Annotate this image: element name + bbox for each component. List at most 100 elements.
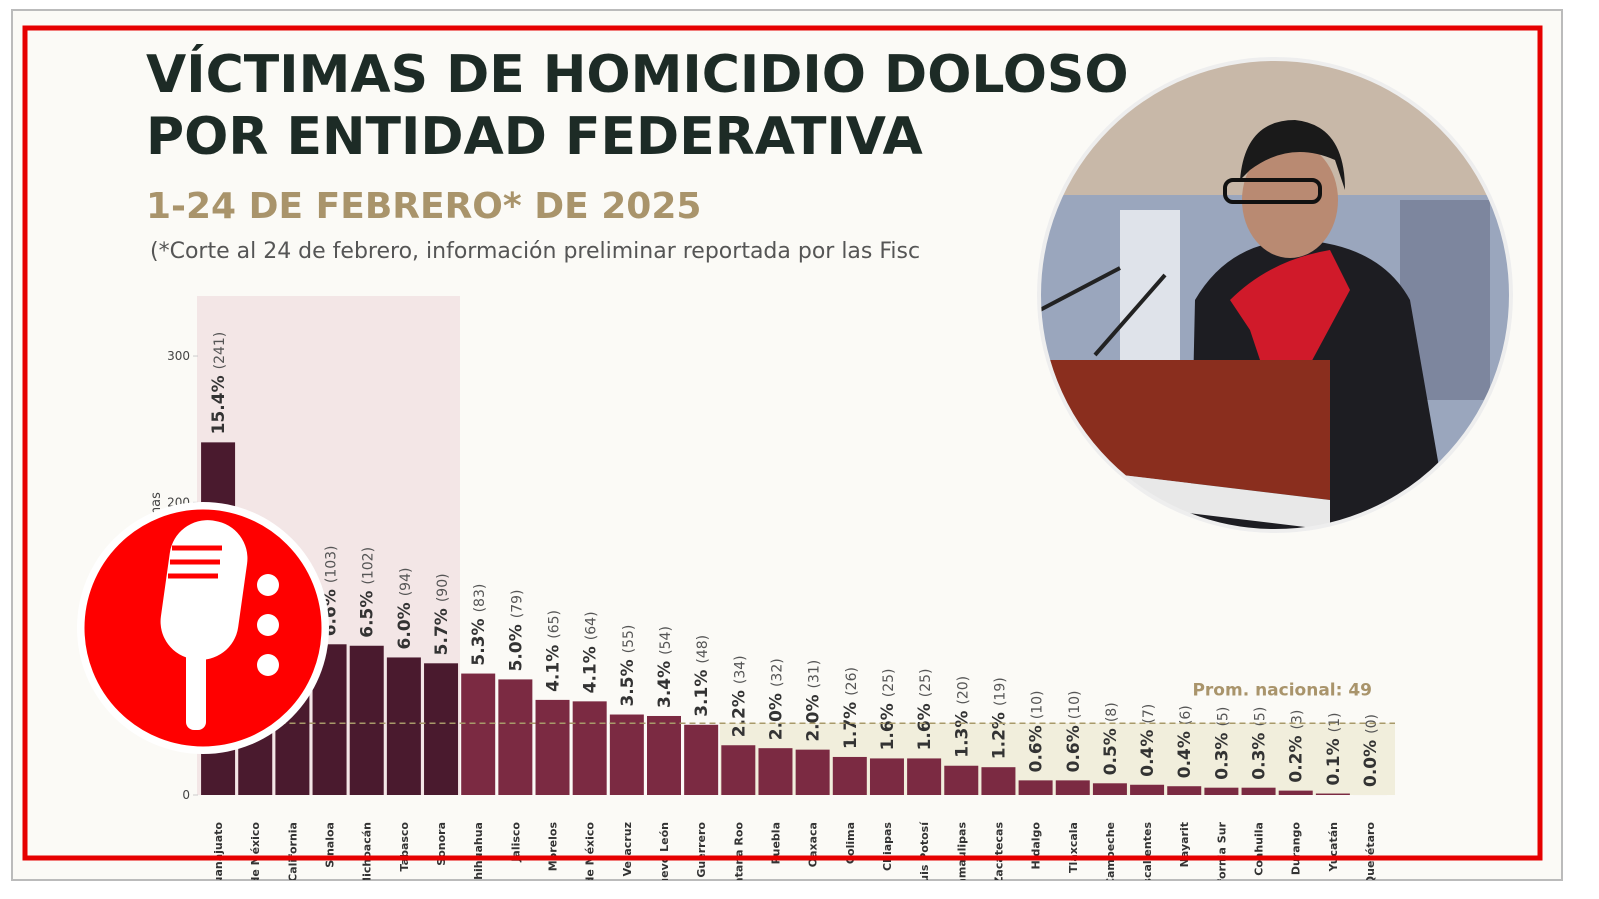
value-label: (103)	[324, 545, 340, 583]
x-tick-label: Sonora	[435, 822, 448, 866]
x-tick-label: Michoacán	[361, 822, 374, 888]
value-label: (31)	[807, 660, 823, 689]
value-label: (83)	[472, 584, 488, 613]
share-label: 1.6%	[915, 703, 935, 750]
x-tick-label: Sinaloa	[324, 822, 337, 868]
x-tick-label: Nayarit	[1178, 822, 1191, 867]
value-label: (10)	[1067, 690, 1083, 719]
average-label: Prom. nacional: 49	[1192, 680, 1372, 700]
x-tick-label: Chihuahua	[472, 822, 485, 888]
value-label: (55)	[621, 625, 637, 654]
x-tick-label: Chiapas	[881, 822, 894, 871]
value-label: (25)	[881, 669, 897, 698]
y-tick-label: 300	[167, 349, 190, 363]
x-tick-label: Campeche	[1104, 822, 1117, 886]
bar	[758, 748, 793, 795]
share-label: 6.0%	[395, 602, 415, 649]
frame	[22, 25, 1543, 861]
share-label: 2.0%	[766, 693, 786, 740]
value-label: (34)	[732, 655, 748, 684]
x-tick-label: Morelos	[547, 822, 560, 872]
title: VÍCTIMAS DE HOMICIDIO DOLOSO	[146, 44, 1129, 105]
note: (*Corte al 24 de febrero, información pr…	[150, 239, 920, 264]
x-tick-label: Tlaxcala	[1067, 822, 1080, 873]
value-label: (94)	[398, 568, 414, 597]
value-label: (102)	[361, 547, 377, 585]
share-label: 3.5%	[618, 659, 638, 706]
bar	[869, 758, 904, 795]
title: POR ENTIDAD FEDERATIVA	[146, 107, 923, 167]
bar	[981, 767, 1016, 795]
value-label: (6)	[1178, 705, 1194, 725]
value-label: (241)	[212, 332, 228, 370]
x-tick-label: Nuevo León	[658, 822, 671, 895]
bar	[1018, 780, 1053, 795]
subtitle: 1-24 DE FEBRERO* DE 2025	[146, 186, 701, 227]
share-label: 5.7%	[432, 608, 452, 655]
bar	[1055, 780, 1090, 795]
share-label: 2.0%	[804, 694, 824, 741]
x-tick-label: Aguascalientes	[1141, 822, 1154, 899]
x-tick-label: Yucatán	[1327, 822, 1340, 872]
bar	[907, 758, 942, 795]
value-label: (7)	[1141, 704, 1157, 724]
x-tick-label: Ciudad de México	[584, 822, 597, 899]
bar	[424, 663, 459, 795]
share-label: 0.6%	[1064, 725, 1084, 772]
bar	[386, 657, 421, 795]
bar	[795, 749, 830, 795]
value-label: (5)	[1215, 707, 1231, 727]
x-tick-label: Puebla	[769, 822, 782, 864]
x-tick-label: Quintana Roo	[732, 822, 745, 899]
share-label: 1.3%	[952, 711, 972, 758]
value-label: (8)	[1104, 702, 1120, 722]
value-label: (32)	[769, 658, 785, 687]
x-tick-label: Baja California	[286, 822, 299, 899]
bar	[498, 679, 533, 795]
value-label: (1)	[1327, 713, 1343, 733]
share-label: 1.7%	[841, 702, 861, 749]
share-label: 0.5%	[1101, 728, 1121, 775]
x-tick-label: Estado de México	[249, 822, 262, 899]
x-tick-label: Tabasco	[398, 822, 411, 872]
value-label: (26)	[844, 667, 860, 696]
value-label: (64)	[584, 611, 600, 640]
x-tick-label: Tamaulipas	[955, 822, 968, 892]
bar	[609, 714, 644, 795]
bar	[535, 699, 570, 795]
share-label: 0.2%	[1287, 735, 1307, 782]
share-label: 0.4%	[1175, 731, 1195, 778]
value-label: (20)	[955, 676, 971, 705]
bar	[721, 745, 756, 795]
bar	[1278, 790, 1313, 795]
y-tick-label: 0	[182, 788, 190, 802]
photo	[1037, 57, 1513, 533]
value-label: (54)	[658, 626, 674, 655]
bar	[684, 724, 719, 795]
share-label: 0.3%	[1250, 733, 1270, 780]
bar	[1167, 786, 1202, 795]
share-label: 5.3%	[469, 618, 489, 665]
value-label: (65)	[547, 610, 563, 639]
share-label: 0.0%	[1361, 740, 1381, 787]
share-label: 5.0%	[506, 624, 526, 671]
share-label: 15.4%	[209, 375, 229, 434]
x-tick-label: Durango	[1290, 822, 1303, 876]
share-label: 0.6%	[1027, 725, 1047, 772]
value-label: (5)	[1253, 707, 1269, 727]
x-tick-label: Querétaro	[1364, 822, 1377, 886]
x-tick-label: Jalisco	[509, 822, 522, 863]
share-label: 4.1%	[544, 645, 564, 692]
bar	[572, 701, 607, 795]
bar	[1130, 784, 1165, 795]
value-label: (25)	[918, 669, 934, 698]
x-tick-label: Hidalgo	[1030, 822, 1043, 870]
bar	[944, 765, 979, 795]
x-tick-label: Guanajuato	[212, 822, 225, 894]
bar	[647, 715, 681, 795]
share-label: 0.3%	[1212, 733, 1232, 780]
bar	[1315, 793, 1350, 795]
logo	[77, 502, 329, 754]
bar	[349, 645, 384, 795]
share-label: 0.1%	[1324, 738, 1344, 785]
